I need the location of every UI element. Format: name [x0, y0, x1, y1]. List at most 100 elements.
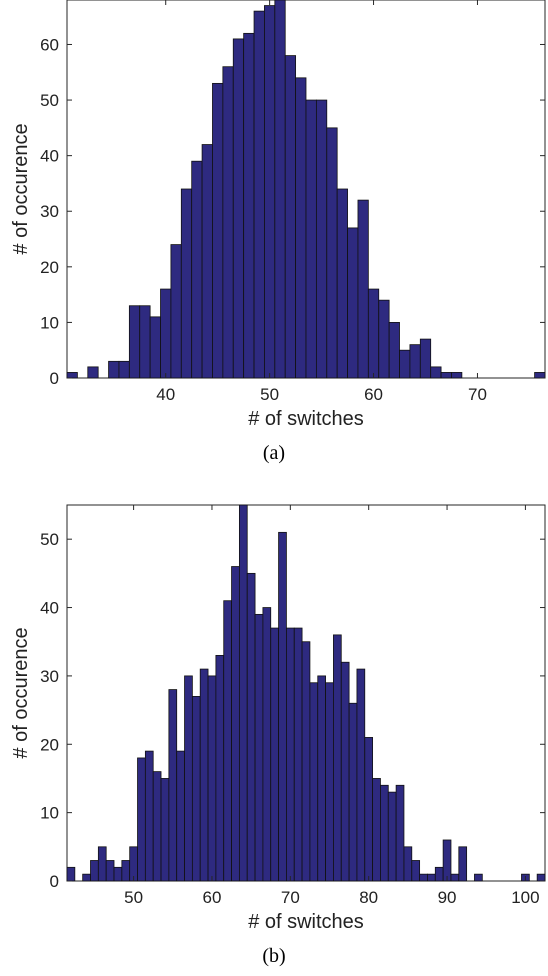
histogram-bar	[442, 839, 452, 882]
histogram-bar	[207, 675, 217, 882]
y-tick-label: 10	[40, 804, 59, 823]
histogram-panel-a: 40 50 60 70 0 10 20 30 40 50 60 # of switches # of o…	[0, 0, 548, 470]
histogram-bar	[160, 288, 172, 379]
x-tick-label: 90	[438, 888, 457, 907]
histogram-bar	[191, 696, 201, 882]
y-tick-label: 40	[40, 599, 59, 618]
x-tick-label: 60	[203, 888, 222, 907]
histogram-bar	[336, 188, 348, 379]
histogram-bar	[87, 366, 99, 379]
histogram-bar	[231, 566, 240, 882]
histogram-bar	[243, 32, 255, 379]
histogram-bar	[238, 504, 248, 882]
histogram-bar	[286, 627, 295, 882]
x-tick-label: 100	[511, 888, 539, 907]
histogram-chart-b: 50 60 70 80 90 100 0 10 20 30 40 50 # of switches # o…	[10, 504, 546, 933]
histogram-bar	[409, 344, 421, 379]
histogram-bar	[176, 750, 185, 882]
histogram-bar	[121, 860, 131, 882]
histogram-bar	[66, 866, 76, 882]
histogram-bar	[82, 873, 91, 882]
histogram-bar	[451, 372, 463, 379]
y-tick-label: 10	[40, 313, 59, 332]
histogram-bar	[191, 160, 203, 379]
histogram-bar	[246, 572, 256, 882]
histogram-bar	[168, 689, 178, 882]
histogram-bar	[137, 757, 146, 882]
histogram-bar	[66, 372, 78, 379]
histogram-bar	[399, 349, 411, 379]
y-axis-label: # of occurence	[10, 123, 32, 254]
histogram-bar	[474, 873, 483, 882]
histogram-bar	[403, 846, 413, 882]
histogram-bar	[372, 778, 381, 882]
histogram-bar	[315, 99, 328, 379]
y-tick-label: 60	[40, 35, 59, 54]
histogram-bar	[309, 682, 319, 882]
histogram-bar	[347, 227, 359, 379]
y-tick-label: 20	[40, 735, 59, 754]
histogram-bar	[340, 661, 350, 882]
histogram-bar	[253, 10, 265, 379]
histogram-bar	[536, 873, 546, 882]
histogram-bar	[278, 531, 287, 882]
y-tick-label: 30	[40, 667, 59, 686]
y-tick-label: 40	[40, 147, 59, 166]
histogram-bar	[128, 305, 141, 379]
histogram-bar	[129, 846, 138, 882]
histogram-bar	[419, 338, 432, 379]
histogram-bar	[430, 366, 442, 379]
x-tick-label: 60	[364, 385, 383, 404]
x-tick-label: 70	[468, 385, 487, 404]
histogram-bar	[264, 5, 276, 379]
histogram-bar	[254, 613, 264, 882]
histogram-bar	[184, 675, 193, 882]
histogram-bar	[427, 873, 436, 882]
histogram-bar	[144, 750, 154, 882]
histogram-bar	[262, 607, 272, 882]
histogram-bar	[113, 866, 123, 882]
histogram-bar	[434, 866, 444, 882]
histogram-bar	[356, 668, 366, 882]
x-tick-label: 80	[359, 888, 378, 907]
y-tick-label: 0	[50, 369, 59, 388]
histogram-bar	[387, 791, 397, 882]
histogram-bar	[180, 188, 193, 379]
x-tick-label: 40	[156, 385, 175, 404]
histogram-bar	[325, 682, 334, 882]
histogram-bar	[274, 0, 286, 379]
histogram-bar	[395, 784, 405, 882]
histogram-bar	[149, 316, 161, 379]
y-tick-label: 20	[40, 258, 59, 277]
histogram-bar	[295, 77, 307, 379]
histogram-bar	[201, 144, 213, 379]
y-axis-label: # of occurence	[10, 627, 32, 758]
histogram-bar	[411, 860, 421, 882]
histogram-bar	[284, 55, 297, 379]
histogram-bar	[97, 846, 107, 882]
histogram-bar	[326, 127, 338, 379]
y-tick-label: 50	[40, 91, 59, 110]
caption-a: (a)	[262, 442, 286, 464]
y-tick-label: 50	[40, 530, 59, 549]
histogram-bar	[364, 737, 374, 882]
histogram-bar	[450, 873, 460, 882]
histogram-bar	[458, 846, 468, 882]
histogram-bar	[378, 299, 390, 379]
x-tick-label: 70	[281, 888, 300, 907]
histogram-bar	[222, 66, 234, 379]
histogram-bar	[293, 627, 303, 882]
histogram-bar	[90, 860, 99, 882]
histogram-bar	[388, 322, 400, 379]
histogram-bar	[534, 372, 546, 379]
histogram-bar	[108, 360, 120, 379]
y-tick-label: 30	[40, 202, 59, 221]
histogram-bar	[170, 244, 182, 379]
histogram-bar	[301, 641, 311, 882]
histogram-bar	[380, 784, 389, 882]
histogram-bar	[105, 860, 115, 882]
histogram-bar	[367, 288, 380, 379]
histogram-bar	[212, 82, 224, 379]
x-axis-label: # of switches	[248, 911, 364, 933]
